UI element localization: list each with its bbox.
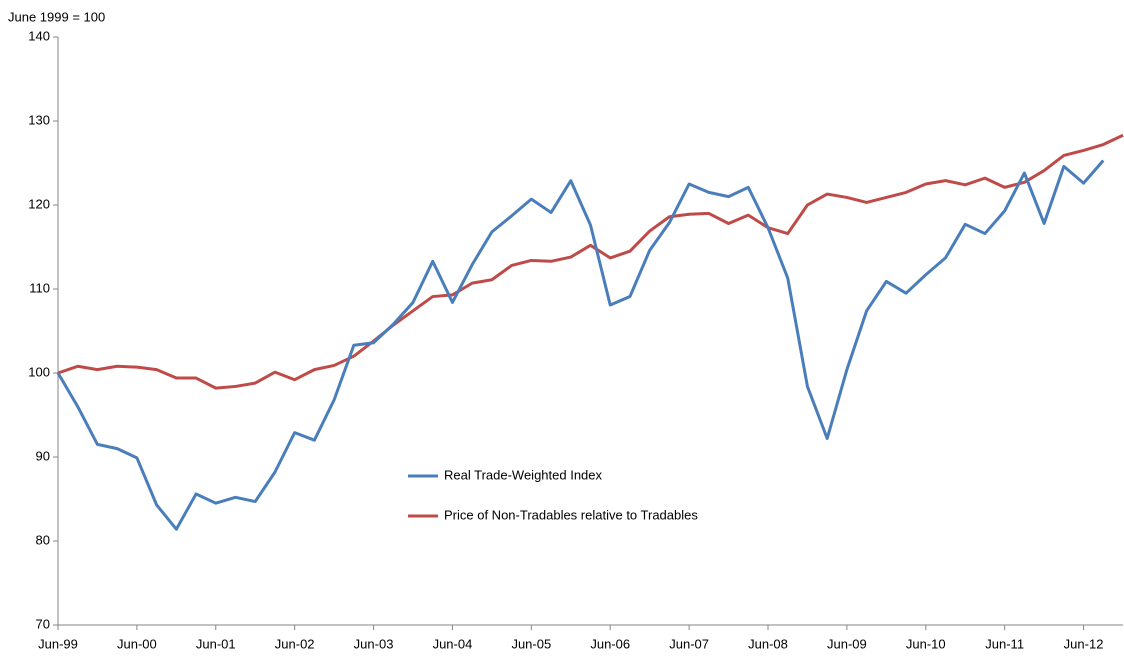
x-tick-label: Jun-12 — [1064, 636, 1104, 651]
x-tick-label: Jun-00 — [117, 636, 157, 651]
y-tick-label: 80 — [36, 532, 50, 547]
y-tick-label: 140 — [28, 28, 50, 43]
x-tick-label: Jun-11 — [985, 636, 1024, 651]
series-line — [57, 133, 1124, 390]
x-tick-label: Jun-04 — [433, 636, 473, 651]
y-tick-label: 100 — [28, 364, 50, 379]
x-tick-label: Jun-03 — [354, 636, 394, 651]
y-tick-label: 70 — [36, 616, 50, 631]
x-tick-label: Jun-05 — [511, 636, 551, 651]
x-tick-label: Jun-09 — [827, 636, 867, 651]
x-tick-label: Jun-07 — [669, 636, 709, 651]
series-line — [56, 159, 1105, 531]
y-axis-label: June 1999 = 100 — [8, 9, 105, 24]
y-tick-label: 110 — [29, 280, 50, 295]
x-tick-label: Jun-02 — [275, 636, 315, 651]
x-tick-label: Jun-01 — [196, 636, 236, 651]
x-tick-label: Jun-99 — [38, 636, 78, 651]
y-tick-label: 120 — [28, 196, 50, 211]
legend-label: Price of Non-Tradables relative to Trada… — [444, 507, 698, 522]
y-tick-label: 130 — [28, 112, 50, 127]
x-tick-label: Jun-08 — [748, 636, 788, 651]
y-tick-label: 90 — [36, 448, 50, 463]
legend: Real Trade-Weighted Index Price of Non-T… — [408, 467, 698, 522]
x-tick-label: Jun-06 — [590, 636, 630, 651]
x-tick-label: Jun-10 — [906, 636, 946, 651]
legend-label: Real Trade-Weighted Index — [444, 467, 603, 482]
